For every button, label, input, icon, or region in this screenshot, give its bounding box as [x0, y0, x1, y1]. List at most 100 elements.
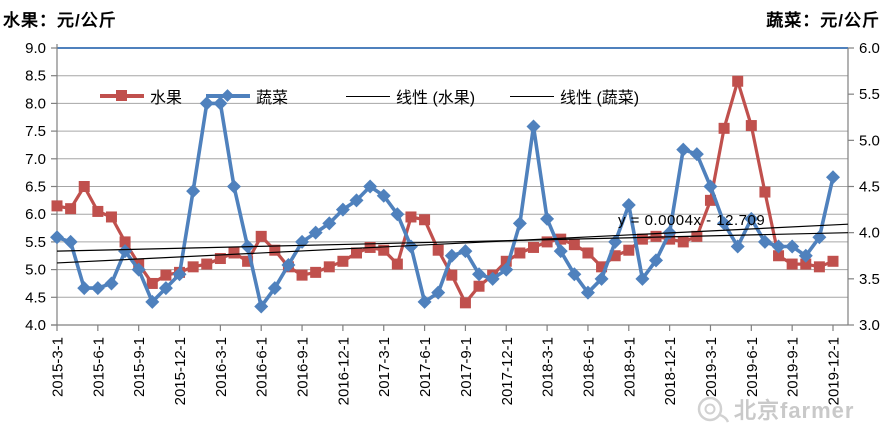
fruit-series-marker	[718, 122, 730, 134]
veg-series-marker	[771, 239, 786, 254]
fruit-trendline	[56, 223, 849, 264]
left-axis-tick-label: 8.0	[25, 95, 46, 112]
fruit-series-marker	[623, 244, 635, 256]
fruit-series-marker	[51, 200, 63, 212]
fruit-series-marker	[813, 261, 825, 273]
fruit-series-marker	[119, 236, 131, 248]
x-axis-tick-label: 2016-6-1	[254, 337, 271, 397]
fruit-series-marker	[146, 277, 158, 289]
fruit-series-marker	[773, 250, 785, 262]
veg-series-marker	[226, 179, 241, 194]
fruit-series-marker	[786, 258, 798, 270]
veg-series-marker	[186, 184, 201, 199]
right-axis-tick-label: 4.0	[859, 225, 880, 242]
veg-series-marker	[363, 179, 378, 194]
veg-series-marker	[145, 294, 160, 309]
legend-label-veg: 蔬菜	[256, 90, 289, 107]
fruit-series-marker	[228, 247, 240, 259]
veg-series-marker	[431, 285, 446, 300]
veg-series-marker	[172, 267, 187, 282]
right-axis-title: 蔬菜：元/公斤	[766, 11, 880, 30]
veg-series-marker	[254, 299, 269, 314]
fruit-series-marker	[419, 214, 431, 226]
fruit-series-marker	[323, 261, 335, 273]
veg-series-marker	[131, 262, 146, 277]
fruit-series-marker	[650, 230, 662, 242]
fruit-series-marker	[214, 253, 226, 265]
fruit-series-marker	[78, 181, 90, 192]
fruit-series-marker	[337, 255, 349, 267]
veg-series-marker	[717, 216, 732, 231]
x-axis-tick-label: 2019-3-1	[703, 337, 720, 397]
veg-series-marker	[281, 257, 296, 272]
veg-series-marker	[689, 147, 704, 162]
veg-series-marker	[417, 294, 432, 309]
veg-series-marker	[213, 96, 228, 111]
fruit-series-marker	[160, 269, 172, 281]
legend-item-fruit-trend: 线性 (水果)	[346, 86, 476, 107]
fruit-series-marker	[636, 233, 648, 245]
fruit-series-marker	[704, 194, 716, 206]
veg-series-marker	[826, 170, 840, 185]
x-axis-tick-label: 2018-9-1	[621, 337, 638, 397]
x-axis-tick-label: 2016-3-1	[213, 337, 230, 397]
left-axis-tick-label: 6.0	[25, 206, 46, 223]
veg-series-marker	[785, 239, 800, 254]
x-axis-tick-label: 2016-12-1	[335, 337, 352, 405]
veg-series-marker	[349, 193, 364, 208]
veg-series-marker	[390, 207, 405, 222]
veg-series-marker	[621, 197, 636, 212]
fruit-series-marker	[459, 297, 471, 309]
veg-series-marker	[63, 234, 78, 249]
veg-series-marker	[458, 244, 473, 259]
fruit-series-marker	[609, 250, 621, 262]
fruit-series-marker	[759, 186, 771, 198]
right-axis-tick-label: 4.5	[859, 179, 880, 196]
veg-series-marker	[703, 179, 718, 194]
x-axis-tick-label: 2017-3-1	[376, 337, 393, 397]
fruit-series-marker	[351, 247, 363, 259]
right-axis-tick-label: 6.0	[859, 40, 880, 57]
veg-series-marker	[267, 281, 282, 296]
veg-series-marker	[649, 253, 664, 268]
fruit-series-marker	[582, 247, 594, 259]
fruit-series-marker	[242, 255, 254, 267]
left-axis-tick-label: 5.5	[25, 234, 46, 251]
trendline-equation: y = 0.0004x - 12.709	[618, 212, 766, 229]
fruit-series-marker	[473, 280, 485, 292]
x-axis-tick-label: 2018-3-1	[540, 337, 557, 397]
veg-series-marker	[499, 262, 514, 277]
fruit-series-marker	[500, 255, 512, 267]
legend-label-fruit-trend: 线性 (水果)	[396, 90, 476, 107]
veg-series-marker	[104, 276, 119, 291]
veg-series-marker	[676, 142, 691, 157]
fruit-series-marker	[187, 261, 199, 273]
veg-series-marker	[567, 267, 582, 282]
fruit-series-marker	[92, 205, 104, 217]
veg-series-marker	[199, 96, 214, 111]
fruit-series-marker	[732, 75, 744, 87]
fruit-series-marker	[391, 258, 403, 270]
veg-legend-marker-icon	[206, 89, 250, 102]
fruit-legend-marker-icon	[100, 90, 144, 101]
fruit-series-marker	[527, 241, 539, 253]
left-axis-title: 水果：元/公斤	[3, 11, 117, 30]
veg-series-marker	[594, 271, 609, 286]
x-axis-tick-label: 2017-12-1	[499, 337, 516, 405]
veg-series-marker	[118, 244, 133, 259]
veg-trend-legend-marker-icon	[510, 95, 554, 97]
fruit-series-line	[55, 79, 835, 305]
veg-series-marker	[485, 271, 500, 286]
x-axis-tick-label: 2015-9-1	[131, 337, 148, 397]
fruit-series-marker	[677, 236, 689, 248]
x-axis-tick-label: 2017-9-1	[458, 337, 475, 397]
veg-series-marker	[512, 216, 527, 231]
veg-series-marker	[376, 188, 391, 203]
fruit-series-marker	[378, 244, 390, 256]
fruit-series-marker	[514, 247, 526, 259]
veg-series-marker	[50, 230, 64, 245]
veg-series-marker	[444, 248, 459, 263]
left-axis-tick-label: 8.5	[25, 68, 46, 85]
